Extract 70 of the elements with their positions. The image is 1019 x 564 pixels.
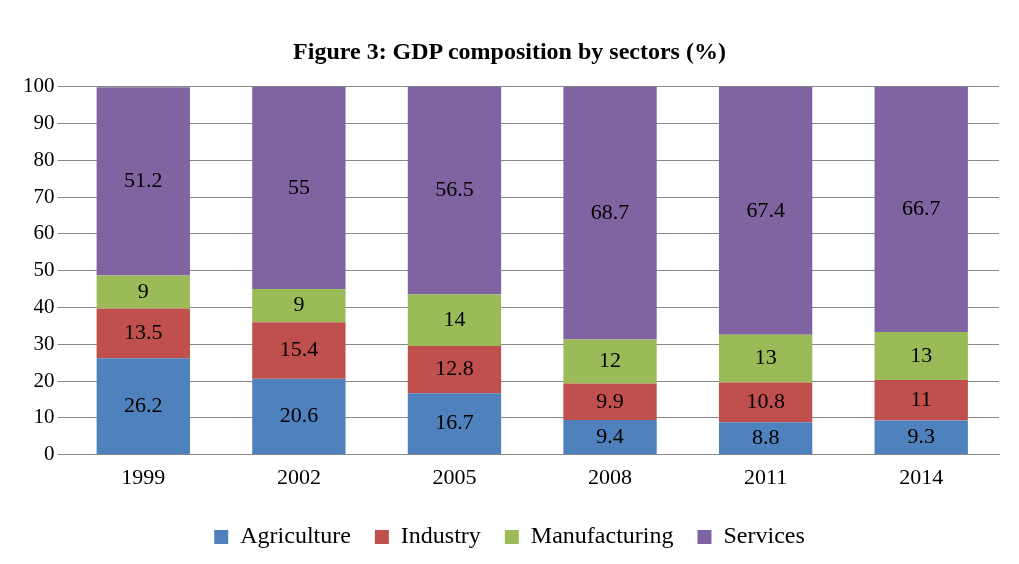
data-label: 13	[910, 341, 933, 367]
y-tick-label: 40	[33, 294, 55, 318]
data-label: 9.4	[596, 422, 624, 448]
bar	[563, 339, 657, 384]
data-label: 56.5	[435, 176, 474, 202]
bar	[718, 382, 813, 423]
data-label: 16.7	[435, 409, 474, 435]
bar	[718, 334, 813, 383]
data-label: 12.8	[435, 355, 474, 381]
bar	[96, 358, 190, 455]
data-label: 8.8	[751, 423, 780, 449]
data-label: 9.9	[596, 387, 624, 413]
x-tick-label: 1999	[121, 463, 166, 489]
y-tick-label: 10	[33, 404, 55, 429]
data-label: 9	[293, 291, 305, 317]
bar	[874, 86, 968, 333]
bar	[407, 294, 502, 347]
legend-label: Agriculture	[240, 522, 351, 549]
bar	[252, 289, 346, 323]
bar	[874, 332, 968, 380]
bar	[874, 379, 968, 421]
bar	[96, 275, 190, 309]
data-label: 26.2	[124, 391, 163, 417]
bar	[252, 378, 346, 455]
chart-title: Figure 3: GDP composition by sectors (%)	[293, 37, 726, 64]
y-tick-label: 90	[33, 110, 55, 135]
legend-label: Manufacturing	[530, 522, 674, 549]
bar	[252, 86, 346, 290]
data-label: 66.7	[901, 195, 941, 221]
data-label: 55	[287, 173, 310, 199]
legend-label: Services	[723, 522, 805, 549]
y-tick-label: 80	[33, 146, 55, 171]
bar	[563, 86, 657, 340]
data-label: 13	[754, 344, 777, 370]
data-label: 10.8	[746, 388, 785, 414]
x-tick-label: 2014	[899, 463, 944, 489]
y-tick-label: 0	[44, 441, 55, 466]
bar	[407, 393, 502, 455]
x-tick-label: 2002	[276, 463, 321, 489]
bar	[563, 420, 657, 455]
y-tick-label: 30	[33, 330, 55, 355]
data-label: 67.4	[746, 196, 785, 222]
y-tick-label: 20	[33, 367, 55, 392]
y-tick-label: 70	[33, 183, 55, 208]
data-label: 11	[910, 385, 932, 411]
data-label: 12	[599, 347, 622, 373]
bar	[252, 322, 346, 379]
bar	[96, 87, 190, 276]
y-tick-label: 60	[33, 220, 55, 245]
data-label: 14	[443, 306, 466, 332]
data-label: 9.3	[907, 423, 935, 449]
bar	[718, 422, 813, 455]
bar	[407, 346, 502, 394]
bar	[563, 383, 657, 421]
data-label: 9	[137, 277, 149, 303]
data-label: 68.7	[590, 198, 630, 224]
bar	[96, 308, 190, 359]
x-tick-label: 2008	[588, 463, 633, 489]
data-label: 51.2	[124, 167, 163, 193]
data-label: 20.6	[279, 402, 319, 428]
bar	[874, 420, 968, 455]
bar	[718, 86, 813, 335]
data-label: 13.5	[124, 319, 163, 345]
data-label: 15.4	[279, 336, 319, 362]
y-tick-label: 50	[33, 257, 55, 282]
x-tick-label: 2005	[432, 463, 477, 489]
legend-label: Industry	[400, 522, 481, 549]
y-tick-label: 100	[23, 73, 55, 98]
x-tick-label: 2011	[744, 463, 788, 489]
bar	[407, 86, 502, 295]
